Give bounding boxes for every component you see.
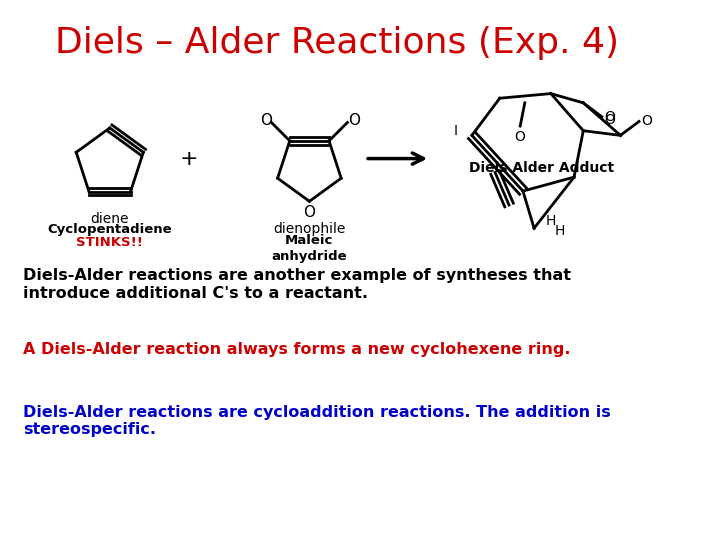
Text: H: H [555,224,565,238]
Text: O: O [604,110,615,124]
Text: Diels Alder Adduct: Diels Alder Adduct [469,161,614,175]
Text: diene: diene [91,212,129,226]
Text: O: O [515,130,526,144]
Text: A Diels-Alder reaction always forms a new cyclohexene ring.: A Diels-Alder reaction always forms a ne… [24,342,571,357]
Text: Diels-Alder reactions are cycloaddition reactions. The addition is
stereospecifi: Diels-Alder reactions are cycloaddition … [24,404,611,437]
Text: O: O [260,113,271,128]
Text: H: H [546,214,556,228]
Text: O: O [348,113,360,128]
Text: Diels-Alder reactions are another example of syntheses that
introduce additional: Diels-Alder reactions are another exampl… [24,268,572,301]
Text: dienophile: dienophile [273,222,346,236]
Text: O: O [303,205,315,220]
Text: O: O [641,114,652,129]
Text: Maleic
anhydride: Maleic anhydride [271,234,347,263]
Text: STINKS!!: STINKS!! [76,235,143,248]
Text: +: + [179,148,198,168]
Text: Cyclopentadiene: Cyclopentadiene [48,222,172,235]
Text: Diels – Alder Reactions (Exp. 4): Diels – Alder Reactions (Exp. 4) [55,25,619,59]
Text: I: I [453,124,457,138]
Text: O: O [604,112,615,126]
